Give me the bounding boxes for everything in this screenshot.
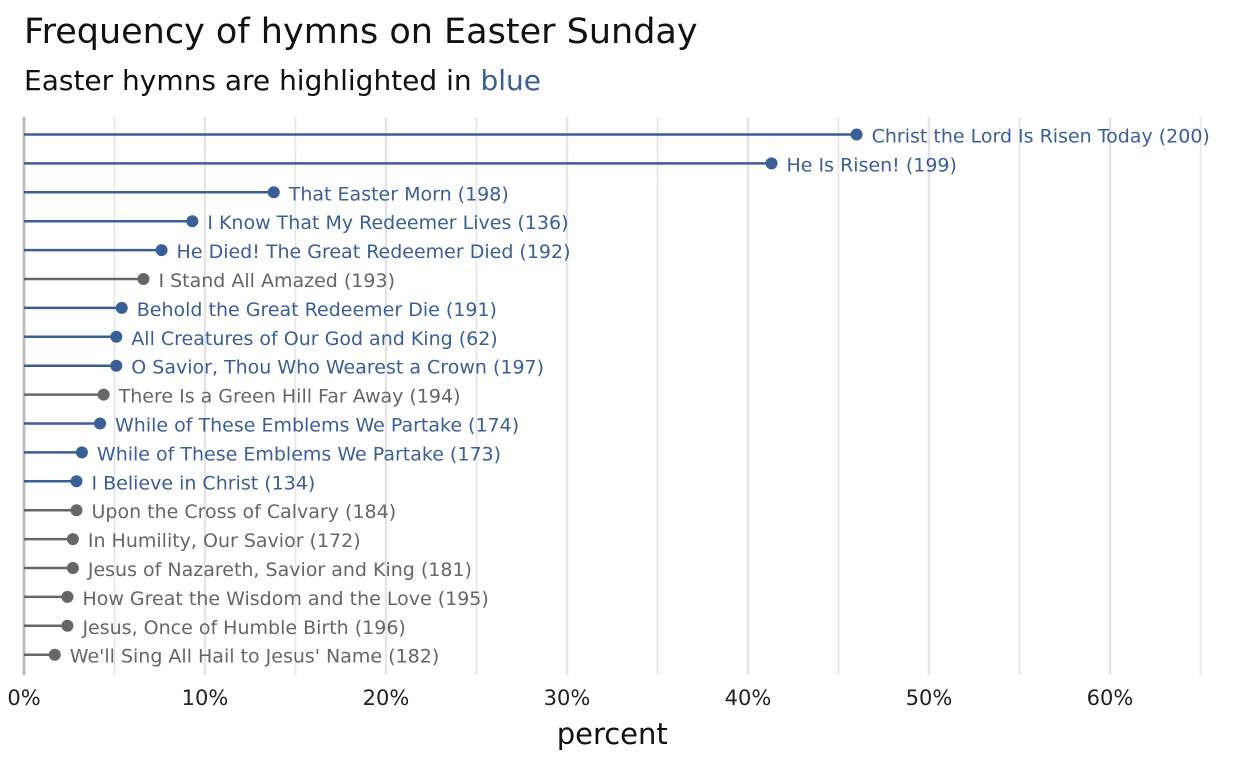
x-tick-label: 40% (725, 686, 772, 710)
lollipop-item: While of These Emblems We Partake (174) (24, 415, 519, 437)
lollipop-item: I Stand All Amazed (193) (24, 270, 395, 292)
lollipop-point (110, 359, 123, 372)
lollipop-point (66, 562, 79, 574)
lollipop-item: That Easter Morn (198) (24, 183, 509, 205)
lollipop-point (94, 417, 107, 430)
lollipop-point (115, 301, 128, 314)
x-tick-labels: 0% 10% 20% 30% 40% 50% 60% (7, 686, 1133, 710)
data-label: We'll Sing All Hail to Jesus' Name (182) (70, 646, 439, 668)
lollipop-point (70, 504, 83, 517)
lollipop-item: Jesus, Once of Humble Birth (196) (24, 617, 406, 639)
lollipop-point (186, 215, 199, 228)
x-tick-label: 0% (7, 686, 40, 710)
data-label: I Stand All Amazed (193) (158, 270, 395, 292)
data-label: There Is a Green Hill Far Away (194) (118, 386, 461, 408)
data-label: I Know That My Redeemer Lives (136) (207, 212, 568, 234)
lollipop-item: Jesus of Nazareth, Savior and King (181) (24, 559, 472, 581)
x-axis-label: percent (557, 717, 668, 751)
data-label: I Believe in Christ (134) (91, 472, 315, 494)
data-label: All Creatures of Our God and King (62) (131, 328, 497, 350)
lollipop-item: Christ the Lord Is Risen Today (200) (24, 126, 1210, 148)
lollipop-point (267, 186, 280, 199)
data-label: Christ the Lord Is Risen Today (200) (872, 126, 1210, 148)
x-tick-label: 30% (544, 686, 591, 710)
chart-subtitle: Easter hymns are highlighted in blue (24, 62, 541, 100)
data-label: That Easter Morn (198) (288, 183, 509, 205)
lollipop-point (66, 533, 79, 546)
lollipop-point (61, 590, 74, 603)
lollipop-point (850, 128, 863, 141)
subtitle-highlight: blue (480, 64, 542, 97)
x-tick-label: 60% (1087, 686, 1134, 710)
lollipop-point (155, 244, 168, 257)
data-label: How Great the Wisdom and the Love (195) (82, 588, 488, 610)
lollipop-item: Behold the Great Redeemer Die (191) (24, 299, 497, 321)
lollipop-item: We'll Sing All Hail to Jesus' Name (182) (24, 646, 439, 668)
lollipop-item: He Died! The Great Redeemer Died (192) (24, 241, 571, 263)
subtitle-prefix: Easter hymns are highlighted in (24, 64, 472, 97)
data-marks: Christ the Lord Is Risen Today (200) He I… (24, 126, 1210, 668)
lollipop-item: I Know That My Redeemer Lives (136) (24, 212, 569, 234)
data-label: Upon the Cross of Calvary (184) (91, 501, 396, 523)
lollipop-point (70, 475, 83, 488)
data-label: He Is Risen! (199) (787, 154, 957, 176)
lollipop-item: How Great the Wisdom and the Love (195) (24, 588, 489, 610)
lollipop-item: O Savior, Thou Who Wearest a Crown (197) (24, 357, 544, 379)
lollipop-item: I Believe in Christ (134) (24, 472, 315, 494)
lollipop-point (75, 446, 88, 459)
chart-title: Frequency of hymns on Easter Sunday (24, 12, 698, 52)
data-label: He Died! The Great Redeemer Died (192) (177, 241, 571, 263)
lollipop-point (110, 330, 123, 343)
lollipop-item: There Is a Green Hill Far Away (194) (24, 386, 461, 408)
lollipop-point (61, 619, 74, 632)
x-tick-label: 10% (182, 686, 229, 710)
lollipop-item: In Humility, Our Savior (172) (24, 530, 361, 552)
data-label: Behold the Great Redeemer Die (191) (137, 299, 497, 321)
x-tick-label: 20% (363, 686, 410, 710)
lollipop-item: All Creatures of Our God and King (62) (24, 328, 498, 350)
data-label: O Savior, Thou Who Wearest a Crown (197) (131, 357, 544, 379)
data-label: In Humility, Our Savior (172) (88, 530, 361, 552)
data-label: While of These Emblems We Partake (174) (115, 415, 519, 437)
lollipop-point (97, 388, 110, 401)
data-label: While of These Emblems We Partake (173) (97, 443, 501, 465)
lollipop-item: While of These Emblems We Partake (173) (24, 443, 501, 465)
x-tick-label: 50% (906, 686, 953, 710)
lollipop-point (137, 273, 150, 285)
lollipop-item: He Is Risen! (199) (24, 154, 957, 176)
data-label: Jesus of Nazareth, Savior and King (181) (87, 559, 472, 581)
lollipop-point (48, 648, 61, 661)
lollipop-item: Upon the Cross of Calvary (184) (24, 501, 396, 523)
gridlines (113, 117, 1202, 675)
lollipop-point (765, 157, 778, 170)
data-label: Jesus, Once of Humble Birth (196) (81, 617, 405, 639)
